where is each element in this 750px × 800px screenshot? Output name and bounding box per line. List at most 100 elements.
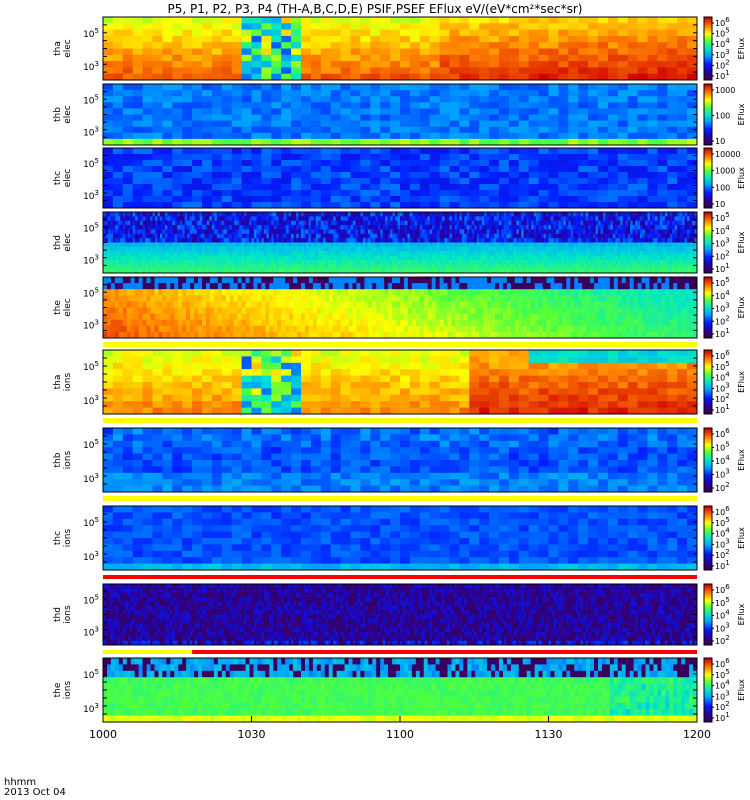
colorbar-tick-label: 105 xyxy=(715,360,730,372)
y-tick-label: 105 xyxy=(83,593,99,606)
colorbar-label: EFlux xyxy=(737,103,746,125)
colorbar-tick-label: 10 xyxy=(715,200,725,209)
colorbar-tick-label: 105 xyxy=(715,668,730,680)
flux-ribbon-2-0 xyxy=(103,496,697,501)
panel-label-species: elec xyxy=(63,298,73,317)
colorbar-tick-label: 102 xyxy=(715,634,730,646)
colorbar-tick-label: 103 xyxy=(715,537,730,549)
panel-thb-elec: thb elec 105 103 xyxy=(53,83,698,146)
colorbar-tick-label: 104 xyxy=(715,454,730,466)
colorbar-tick-label: 101 xyxy=(715,559,730,571)
x-tick-label: 1130 xyxy=(535,728,563,741)
panel-thb-ions: thb ions 105 103 xyxy=(53,427,698,493)
y-tick-label: 105 xyxy=(83,157,99,170)
colorbar-tick-label: 104 xyxy=(715,609,730,621)
colorbar-tick-label: 101 xyxy=(715,327,730,339)
colorbar-tick-label: 1000 xyxy=(715,167,735,176)
panel-label-spacecraft: thd xyxy=(53,235,63,250)
colorbar-tick-label: 106 xyxy=(715,349,730,361)
colorbar-tick-label: 105 xyxy=(715,211,730,223)
y-tick-label: 103 xyxy=(83,702,99,715)
colorbar-tick-label: 101 xyxy=(715,403,730,415)
time-axis-unit: hhmm xyxy=(4,777,37,788)
colorbar-tick-label: 102 xyxy=(715,314,730,326)
x-tick-label: 1000 xyxy=(89,728,117,741)
colorbar-label: EFlux xyxy=(737,37,746,59)
y-tick-label: 105 xyxy=(83,516,99,529)
colorbar-tick-label: 104 xyxy=(715,679,730,691)
colorbar-label: EFlux xyxy=(737,527,746,549)
x-tick-label: 1100 xyxy=(386,728,414,741)
panel-the-ions: the ions 105 103 xyxy=(53,657,698,723)
panel-label-spacecraft: tha xyxy=(53,375,63,390)
flux-ribbon-1-0 xyxy=(103,418,697,423)
panel-tha-ions: tha ions 105 103 xyxy=(53,349,698,415)
time-axis-header: hhmm 2013 Oct 04 xyxy=(4,778,66,798)
colorbar-tick-label: 105 xyxy=(715,276,730,288)
panel-label-species: ions xyxy=(63,528,73,547)
colorbar-label: EFlux xyxy=(737,679,746,701)
colorbar-tick-label: 106 xyxy=(715,583,730,595)
colorbar-tick-label: 101 xyxy=(715,262,730,274)
colorbar-tick-label: 102 xyxy=(715,700,730,712)
panel-thd-ions: thd ions 105 103 xyxy=(53,583,698,646)
y-tick-label: 105 xyxy=(83,438,99,451)
x-tick-label: 1200 xyxy=(683,728,711,741)
y-tick-label: 105 xyxy=(83,221,99,234)
flux-ribbon-4-0 xyxy=(103,650,193,654)
colorbar-tick-label: 104 xyxy=(715,371,730,383)
y-tick-label: 103 xyxy=(83,394,99,407)
colorbar-tick-label: 10 xyxy=(715,137,725,146)
y-tick-label: 105 xyxy=(83,93,99,106)
colorbar-tick-label: 102 xyxy=(715,392,730,404)
colorbar-tick-label: 103 xyxy=(715,48,730,60)
panel-label-species: ions xyxy=(63,605,73,624)
y-tick-label: 105 xyxy=(83,27,99,40)
colorbar-tick-label: 105 xyxy=(715,516,730,528)
colorbar-tick-label: 1000 xyxy=(715,86,735,95)
y-tick-label: 105 xyxy=(83,668,99,681)
colorbar-tick-label: 104 xyxy=(715,224,730,236)
colorbar-tick-label: 105 xyxy=(715,27,730,39)
y-tick-label: 103 xyxy=(83,254,99,267)
panel-label-species: elec xyxy=(63,169,73,188)
panel-tha-elec: tha elec 105 103 xyxy=(53,16,698,81)
panel-label-spacecraft: the xyxy=(53,300,63,315)
colorbar-tick-label: 103 xyxy=(715,689,730,701)
panel-label-species: elec xyxy=(63,233,73,252)
colorbar-label: EFlux xyxy=(737,167,746,189)
flux-ribbon-4-1 xyxy=(192,650,697,654)
y-tick-label: 103 xyxy=(83,550,99,563)
colorbar-tick-label: 100 xyxy=(715,112,730,121)
panel-label-spacecraft: tha xyxy=(53,41,63,56)
panel-label-species: elec xyxy=(63,105,73,124)
colorbar-tick-label: 101 xyxy=(715,69,730,81)
panel-the-elec: the elec 105 103 xyxy=(53,276,698,339)
panel-label-species: ions xyxy=(63,450,73,469)
panel-label-species: ions xyxy=(63,680,73,699)
flux-ribbon-3-0 xyxy=(103,575,697,579)
colorbar-tick-label: 102 xyxy=(715,481,730,493)
y-tick-label: 103 xyxy=(83,189,99,202)
colorbar-tick-label: 105 xyxy=(715,441,730,453)
colorbar-tick-label: 100 xyxy=(715,183,730,192)
y-tick-label: 103 xyxy=(83,472,99,485)
colorbar-tick-label: 103 xyxy=(715,302,730,314)
panel-thc-ions: thc ions 105 103 xyxy=(53,505,698,571)
y-tick-label: 105 xyxy=(83,286,99,299)
colorbar-tick-label: 105 xyxy=(715,596,730,608)
colorbar-label: EFlux xyxy=(737,296,746,318)
colorbar-tick-label: 102 xyxy=(715,249,730,261)
panel-label-spacecraft: thb xyxy=(53,107,63,122)
y-tick-label: 103 xyxy=(83,319,99,332)
colorbar-tick-label: 104 xyxy=(715,527,730,539)
colorbar-tick-label: 10000 xyxy=(715,150,740,159)
colorbar-label: EFlux xyxy=(737,603,746,625)
